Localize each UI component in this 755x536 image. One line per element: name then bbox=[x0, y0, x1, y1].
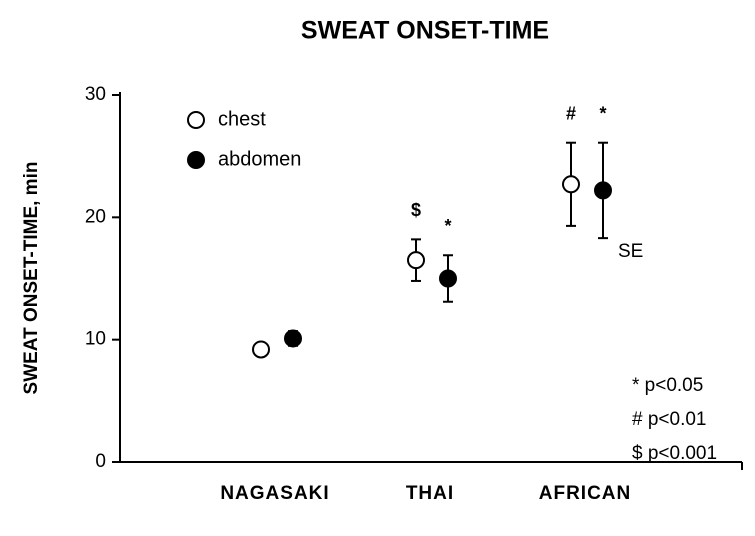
significance-mark: $ bbox=[411, 200, 421, 220]
legend-marker bbox=[187, 111, 205, 129]
point bbox=[594, 181, 612, 200]
y-tick-label: 20 bbox=[85, 206, 106, 227]
note: # p<0.01 bbox=[632, 409, 707, 430]
significance-mark: * bbox=[444, 216, 451, 236]
note: * p<0.05 bbox=[632, 375, 703, 396]
legend-label: abdomen bbox=[218, 148, 301, 170]
y-tick-label: 0 bbox=[95, 451, 106, 472]
legend-marker bbox=[187, 151, 205, 169]
point bbox=[562, 175, 580, 194]
note: $ p<0.001 bbox=[632, 443, 717, 464]
point bbox=[284, 329, 302, 348]
point bbox=[407, 251, 425, 270]
y-tick-label: 10 bbox=[85, 329, 106, 350]
significance-mark: # bbox=[566, 103, 576, 123]
x-tick-label: THAI bbox=[406, 483, 454, 504]
x-tick-label: NAGASAKI bbox=[220, 483, 329, 504]
chart-title: SWEAT ONSET-TIME bbox=[301, 17, 549, 45]
legend-label: chest bbox=[218, 108, 266, 130]
y-axis-label: SWEAT ONSET-TIME, min bbox=[21, 162, 42, 395]
significance-mark: * bbox=[599, 103, 606, 123]
y-tick-label: 30 bbox=[85, 84, 106, 105]
error-label: SE bbox=[618, 241, 643, 262]
point bbox=[252, 340, 270, 359]
x-tick-label: AFRICAN bbox=[539, 483, 632, 504]
point bbox=[439, 269, 457, 288]
